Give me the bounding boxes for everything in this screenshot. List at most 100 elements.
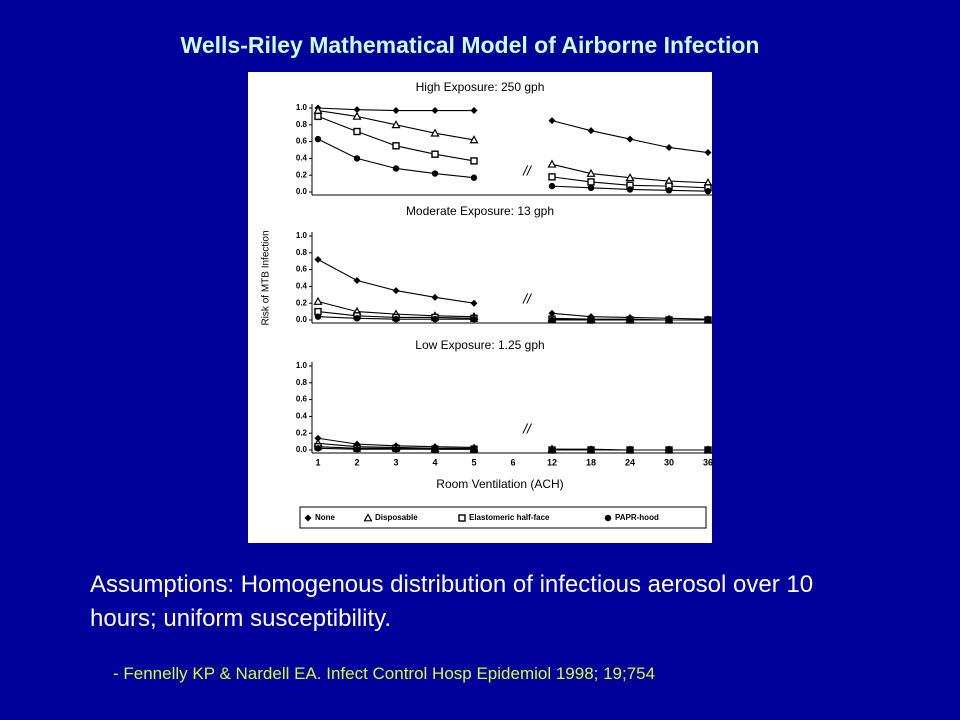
- marker: [314, 434, 322, 442]
- marker: [470, 157, 478, 165]
- assumptions: Assumptions: Homogenous distribution of …: [90, 571, 814, 632]
- marker: [353, 155, 361, 162]
- marker: [547, 159, 557, 168]
- y-axis-label: Risk of MTB Infection: [261, 230, 272, 325]
- marker: [314, 256, 322, 264]
- y-tick-label: 0.2: [296, 428, 308, 437]
- marker: [704, 316, 712, 324]
- marker: [587, 446, 595, 454]
- marker: [587, 127, 595, 135]
- x-tick-label: 12: [547, 457, 557, 467]
- chart-background: [248, 72, 712, 543]
- marker: [314, 112, 322, 121]
- marker: [353, 445, 361, 453]
- marker: [470, 445, 478, 453]
- marker: [470, 299, 478, 307]
- marker: [313, 296, 323, 305]
- panel-title: Moderate Exposure: 13 gph: [406, 204, 554, 218]
- y-tick-label: 0.6: [296, 137, 308, 146]
- marker: [665, 187, 673, 194]
- x-tick-label: 5: [471, 457, 476, 467]
- x-tick-label: 24: [625, 457, 635, 467]
- marker: [392, 445, 400, 453]
- marker: [431, 315, 439, 323]
- x-tick-label: 36: [703, 457, 713, 467]
- y-tick-label: 1.0: [296, 103, 308, 112]
- x-tick-label: 1: [315, 457, 320, 467]
- marker: [431, 107, 439, 115]
- marker: [470, 315, 478, 323]
- marker: [587, 178, 595, 186]
- x-tick-label: 2: [354, 457, 359, 467]
- citation: - Fennelly KP & Nardell EA. Infect Contr…: [113, 664, 656, 683]
- marker: [431, 445, 439, 453]
- marker: [431, 293, 439, 301]
- legend-marker: [363, 513, 373, 522]
- marker: [470, 174, 478, 181]
- marker: [587, 184, 595, 191]
- x-tick-label: 18: [586, 457, 596, 467]
- marker: [353, 106, 361, 114]
- marker: [392, 107, 400, 115]
- marker: [353, 127, 361, 136]
- marker: [548, 117, 556, 125]
- legend-label: PAPR-hood: [615, 513, 659, 522]
- marker: [626, 316, 634, 324]
- marker: [704, 149, 712, 157]
- marker: [548, 182, 556, 190]
- y-tick-label: 0.0: [296, 445, 308, 454]
- marker: [352, 111, 362, 120]
- marker: [353, 277, 361, 285]
- panel-title: High Exposure: 250 gph: [416, 80, 545, 94]
- y-tick-label: 0.8: [296, 120, 308, 129]
- marker: [392, 142, 400, 150]
- marker: [470, 107, 478, 115]
- axis-break: //: [522, 421, 533, 437]
- marker: [353, 315, 361, 322]
- marker: [704, 187, 712, 195]
- legend-label: None: [315, 513, 336, 522]
- y-tick-label: 0.0: [296, 187, 308, 196]
- marker: [665, 316, 673, 324]
- marker: [392, 165, 400, 172]
- marker: [665, 143, 673, 151]
- marker: [548, 446, 556, 454]
- slide-title: Wells-Riley Mathematical Model of Airbor…: [180, 32, 760, 58]
- y-tick-label: 0.0: [296, 315, 308, 324]
- x-tick-label: 3: [393, 457, 398, 467]
- marker: [665, 446, 673, 454]
- y-tick-label: 0.2: [296, 298, 308, 307]
- marker: [548, 309, 556, 317]
- marker: [392, 315, 400, 323]
- marker: [469, 135, 479, 144]
- axis-break: //: [522, 163, 533, 179]
- y-tick-label: 0.4: [296, 154, 308, 163]
- marker: [587, 316, 595, 324]
- axis-break: //: [522, 291, 533, 307]
- y-tick-label: 0.6: [296, 265, 308, 274]
- x-tick-label: 6: [510, 457, 515, 467]
- x-tick-label: 30: [664, 457, 674, 467]
- marker: [431, 170, 439, 177]
- marker: [314, 313, 322, 320]
- marker: [430, 128, 440, 137]
- marker: [391, 120, 401, 129]
- x-tick-label: 4: [432, 457, 437, 467]
- legend-box: [299, 506, 707, 529]
- marker: [314, 135, 322, 143]
- y-tick-label: 0.4: [296, 412, 308, 421]
- y-tick-label: 0.6: [296, 395, 308, 404]
- y-tick-label: 0.2: [296, 170, 308, 179]
- marker: [626, 135, 634, 143]
- y-tick-label: 0.4: [296, 282, 308, 291]
- marker: [548, 316, 556, 324]
- y-tick-label: 1.0: [296, 361, 308, 370]
- marker: [704, 446, 712, 454]
- marker: [586, 168, 596, 177]
- marker: [625, 172, 635, 182]
- y-tick-label: 0.8: [296, 248, 308, 257]
- marker: [626, 186, 634, 193]
- legend-marker: [458, 514, 466, 522]
